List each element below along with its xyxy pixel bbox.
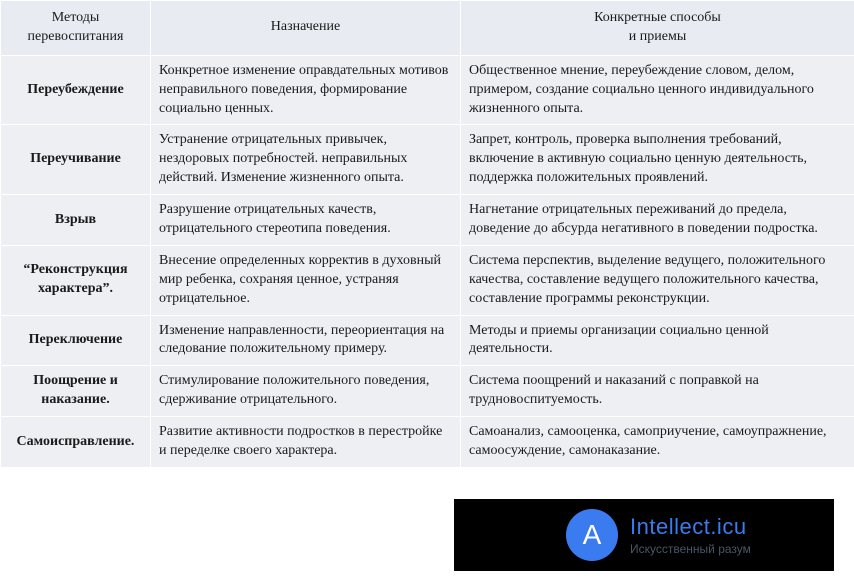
table-header-row: Методыперевоспитания Назначение Конкретн… (1, 1, 854, 56)
purpose-cell: Внесение определенных корректив в духовн… (151, 245, 461, 315)
reeducation-methods-table: Методыперевоспитания Назначение Конкретн… (0, 0, 854, 468)
table-row: “Реконструкция характера”.Внесение опред… (1, 245, 854, 315)
table-row: ПереключениеИзменение направленности, пе… (1, 315, 854, 366)
techniques-cell: Запрет, контроль, проверка выполнения тр… (461, 125, 854, 195)
badge-subtitle: Искусственный разум (630, 542, 751, 556)
table-row: ПереубеждениеКонкретное изменение оправд… (1, 55, 854, 125)
method-cell: Переключение (1, 315, 151, 366)
badge-title: Intellect.icu (630, 514, 751, 540)
badge-logo-letter: A (583, 519, 602, 551)
techniques-cell: Система перспектив, выделение ведущего, … (461, 245, 854, 315)
col-header-purpose: Назначение (151, 1, 461, 56)
method-cell: Самоисправление. (1, 417, 151, 468)
badge-text: Intellect.icu Искусственный разум (630, 514, 751, 556)
method-cell: Поощрение и наказание. (1, 366, 151, 417)
table-row: Поощрение и наказание.Стимулирование пол… (1, 366, 854, 417)
techniques-cell: Система поощрений и наказаний с поправко… (461, 366, 854, 417)
purpose-cell: Разрушение отрицательных качеств, отрица… (151, 195, 461, 246)
techniques-cell: Методы и приемы организации социально це… (461, 315, 854, 366)
method-cell: “Реконструкция характера”. (1, 245, 151, 315)
col-header-techniques: Конкретные способыи приемы (461, 1, 854, 56)
purpose-cell: Изменение направленности, переориентация… (151, 315, 461, 366)
badge-logo-circle: A (566, 509, 618, 561)
col-header-methods: Методыперевоспитания (1, 1, 151, 56)
techniques-cell: Нагнетание отрицательных переживаний до … (461, 195, 854, 246)
purpose-cell: Стимулирование положительного поведения,… (151, 366, 461, 417)
techniques-cell: Самоанализ, самооценка, самоприучение, с… (461, 417, 854, 468)
table-row: ПереучиваниеУстранение отрицательных при… (1, 125, 854, 195)
method-cell: Переучивание (1, 125, 151, 195)
table-row: ВзрывРазрушение отрицательных качеств, о… (1, 195, 854, 246)
method-cell: Взрыв (1, 195, 151, 246)
table-body: ПереубеждениеКонкретное изменение оправд… (1, 55, 854, 467)
purpose-cell: Устранение отрицательных привычек, нездо… (151, 125, 461, 195)
watermark-badge: A Intellect.icu Искусственный разум (454, 499, 834, 571)
techniques-cell: Общественное мнение, переубеждение слово… (461, 55, 854, 125)
method-cell: Переубеждение (1, 55, 151, 125)
purpose-cell: Конкретное изменение оправдательных моти… (151, 55, 461, 125)
table-row: Самоисправление.Развитие активности подр… (1, 417, 854, 468)
purpose-cell: Развитие активности подростков в перестр… (151, 417, 461, 468)
